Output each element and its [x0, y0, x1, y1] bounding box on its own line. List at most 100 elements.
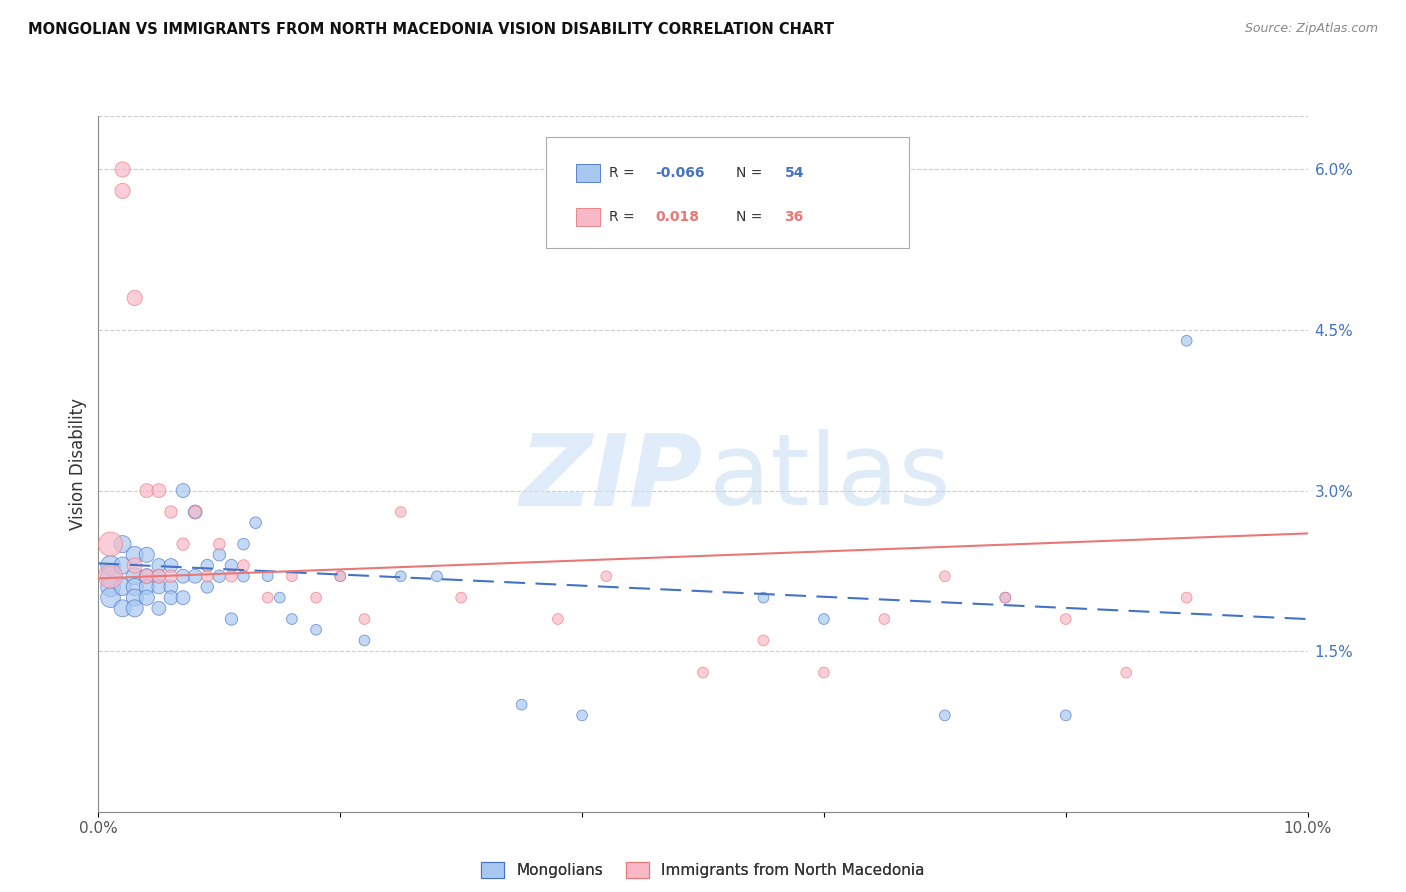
- Point: [124, 548, 146, 562]
- Point: [111, 558, 134, 573]
- Point: [329, 569, 352, 583]
- Point: [100, 591, 122, 605]
- Point: [752, 633, 775, 648]
- Point: [100, 569, 122, 583]
- Point: [752, 591, 775, 605]
- Point: [135, 591, 157, 605]
- Point: [195, 558, 218, 573]
- Point: [389, 505, 412, 519]
- Point: [160, 580, 183, 594]
- Point: [184, 505, 207, 519]
- Point: [547, 612, 569, 626]
- Legend: Mongolians, Immigrants from North Macedonia: Mongolians, Immigrants from North Macedo…: [475, 856, 931, 884]
- Point: [510, 698, 533, 712]
- Point: [100, 580, 122, 594]
- Text: 36: 36: [785, 210, 804, 224]
- Point: [148, 601, 170, 615]
- Point: [124, 591, 146, 605]
- Point: [256, 591, 278, 605]
- Point: [450, 591, 472, 605]
- Point: [124, 601, 146, 615]
- Point: [172, 537, 194, 551]
- Point: [934, 569, 956, 583]
- Point: [256, 569, 278, 583]
- Point: [135, 569, 157, 583]
- Text: atlas: atlas: [709, 429, 950, 526]
- Point: [135, 580, 157, 594]
- Point: [221, 569, 243, 583]
- Text: ZIP: ZIP: [520, 429, 703, 526]
- Bar: [576, 208, 600, 226]
- Point: [232, 558, 254, 573]
- Point: [208, 548, 231, 562]
- Point: [994, 591, 1017, 605]
- Point: [353, 633, 375, 648]
- Point: [195, 580, 218, 594]
- Point: [195, 569, 218, 583]
- Point: [329, 569, 352, 583]
- FancyBboxPatch shape: [546, 136, 908, 248]
- Text: Source: ZipAtlas.com: Source: ZipAtlas.com: [1244, 22, 1378, 36]
- Point: [571, 708, 593, 723]
- Point: [124, 558, 146, 573]
- Point: [124, 580, 146, 594]
- Text: R =: R =: [609, 166, 640, 180]
- Point: [160, 569, 183, 583]
- Point: [148, 569, 170, 583]
- Point: [184, 505, 207, 519]
- Point: [172, 483, 194, 498]
- Point: [813, 665, 835, 680]
- Point: [1115, 665, 1137, 680]
- Point: [135, 548, 157, 562]
- Point: [426, 569, 449, 583]
- Point: [221, 612, 243, 626]
- Point: [124, 291, 146, 305]
- Point: [1054, 708, 1077, 723]
- Point: [692, 665, 714, 680]
- Point: [232, 569, 254, 583]
- Text: 0.018: 0.018: [655, 210, 699, 224]
- Point: [1054, 612, 1077, 626]
- Point: [595, 569, 617, 583]
- Bar: [576, 164, 600, 182]
- Point: [100, 569, 122, 583]
- Point: [100, 558, 122, 573]
- Point: [124, 569, 146, 583]
- Point: [160, 591, 183, 605]
- Point: [1175, 591, 1198, 605]
- Point: [148, 580, 170, 594]
- Point: [281, 569, 304, 583]
- Point: [111, 537, 134, 551]
- Point: [135, 483, 157, 498]
- Point: [148, 483, 170, 498]
- Point: [873, 612, 896, 626]
- Y-axis label: Vision Disability: Vision Disability: [69, 398, 87, 530]
- Point: [813, 612, 835, 626]
- Point: [245, 516, 267, 530]
- Point: [148, 558, 170, 573]
- Point: [184, 569, 207, 583]
- Point: [232, 537, 254, 551]
- Point: [100, 537, 122, 551]
- Point: [1175, 334, 1198, 348]
- Point: [353, 612, 375, 626]
- Point: [934, 708, 956, 723]
- Text: N =: N =: [737, 166, 768, 180]
- Point: [111, 184, 134, 198]
- Point: [135, 569, 157, 583]
- Point: [994, 591, 1017, 605]
- Point: [281, 612, 304, 626]
- Text: MONGOLIAN VS IMMIGRANTS FROM NORTH MACEDONIA VISION DISABILITY CORRELATION CHART: MONGOLIAN VS IMMIGRANTS FROM NORTH MACED…: [28, 22, 834, 37]
- Point: [172, 591, 194, 605]
- Point: [208, 569, 231, 583]
- Point: [269, 591, 291, 605]
- Point: [111, 580, 134, 594]
- Text: R =: R =: [609, 210, 640, 224]
- Point: [305, 591, 328, 605]
- Point: [111, 601, 134, 615]
- Point: [160, 558, 183, 573]
- Point: [389, 569, 412, 583]
- Point: [172, 569, 194, 583]
- Point: [305, 623, 328, 637]
- Point: [160, 505, 183, 519]
